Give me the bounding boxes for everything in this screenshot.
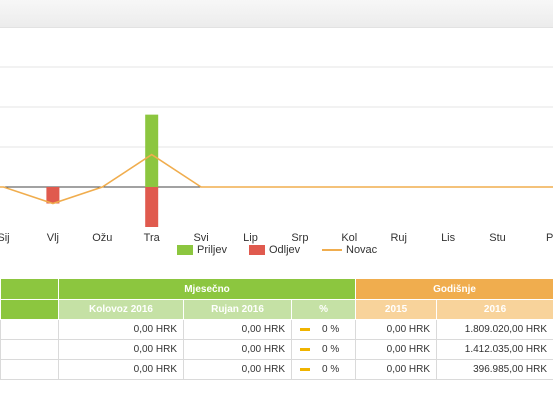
legend-item-novac[interactable]: Novac (322, 244, 377, 256)
panel-header (0, 0, 553, 28)
cell-2016: 1.412.035,00 HRK (436, 339, 553, 360)
yearly-group-header: Godišnje (355, 278, 553, 300)
x-tick-label: Vlj (47, 232, 59, 244)
col-header-rujan[interactable]: Rujan 2016 (183, 299, 292, 320)
cell-kolovoz: 0,00 HRK (58, 319, 184, 340)
cell-rujan: 0,00 HRK (183, 359, 292, 380)
bar-priljev-tra[interactable] (145, 114, 159, 187)
table-row: 0,00 HRK 0,00 HRK 0 % 0,00 HRK 396.985,0… (0, 359, 553, 380)
legend-swatch-novac (322, 249, 342, 251)
legend-label-priljev: Priljev (197, 244, 227, 256)
cash-flow-table: Mjesečno Godišnje Kolovoz 2016 Rujan 201… (0, 278, 553, 380)
x-tick-label: Srp (291, 232, 308, 244)
row-label-subheader (0, 299, 59, 320)
legend-item-odljev[interactable]: Odljev (249, 244, 300, 256)
legend-swatch-odljev (249, 245, 265, 255)
chart-grid (0, 66, 553, 188)
x-tick-label: Ruj (390, 232, 407, 244)
bar-odljev-tra[interactable] (145, 187, 159, 227)
cell-percent: 0 % (290, 339, 357, 360)
legend-label-novac: Novac (346, 244, 378, 256)
bar-odljev-velj[interactable] (46, 187, 60, 204)
x-tick-label: Ožu (92, 232, 112, 244)
legend-item-priljev[interactable]: Priljev (177, 244, 227, 256)
col-header-2016[interactable]: 2016 (436, 299, 553, 320)
cell-percent: 0 % (290, 319, 357, 340)
legend-swatch-priljev (177, 245, 193, 255)
cell-rujan: 0,00 HRK (183, 319, 292, 340)
unchanged-dash-icon (300, 367, 310, 371)
novac-series-line (0, 153, 553, 205)
cell-percent: 0 % (290, 359, 357, 380)
row-label (0, 339, 59, 360)
x-tick-label: Tra (144, 232, 161, 244)
table-row: 0,00 HRK 0,00 HRK 0 % 0,00 HRK 1.412.035… (0, 339, 553, 360)
col-header-2015[interactable]: 2015 (355, 299, 438, 320)
x-tick-label: Svi (193, 232, 208, 244)
cell-kolovoz: 0,00 HRK (58, 339, 184, 360)
cell-2016: 396.985,00 HRK (436, 359, 553, 380)
legend-label-odljev: Odljev (269, 244, 301, 256)
col-header-kolovoz[interactable]: Kolovoz 2016 (58, 299, 184, 320)
cell-2015: 0,00 HRK (355, 339, 438, 360)
row-label (0, 319, 59, 340)
table-row: 0,00 HRK 0,00 HRK 0 % 0,00 HRK 1.809.020… (0, 319, 553, 340)
x-tick-label: Stu (489, 232, 506, 244)
col-header-percent[interactable]: % (290, 299, 357, 320)
cell-2016: 1.809.020,00 HRK (436, 319, 553, 340)
row-label-header (0, 278, 59, 300)
cell-2015: 0,00 HRK (355, 359, 438, 380)
chart-bars (46, 114, 159, 227)
monthly-group-header: Mjesečno (57, 278, 357, 300)
x-tick-label: Sij (0, 232, 10, 244)
cash-flow-chart: Sij Vlj Ožu Tra Svi Lip Srp Kol Ruj Lis Stu P (0, 66, 553, 244)
x-tick-label: Lip (243, 232, 258, 244)
x-axis-ticks: Sij Vlj Ožu Tra Svi Lip Srp Kol Ruj Lis Stu P (0, 232, 553, 244)
row-label (0, 359, 59, 380)
cell-kolovoz: 0,00 HRK (58, 359, 184, 380)
cell-2015: 0,00 HRK (355, 319, 438, 340)
unchanged-dash-icon (300, 327, 310, 331)
chart-legend: Priljev Odljev Novac (0, 244, 553, 260)
x-tick-label: Kol (341, 232, 357, 244)
x-tick-label: Lis (441, 232, 456, 244)
x-tick-label: P (546, 232, 553, 244)
cell-rujan: 0,00 HRK (183, 339, 292, 360)
unchanged-dash-icon (300, 347, 310, 351)
